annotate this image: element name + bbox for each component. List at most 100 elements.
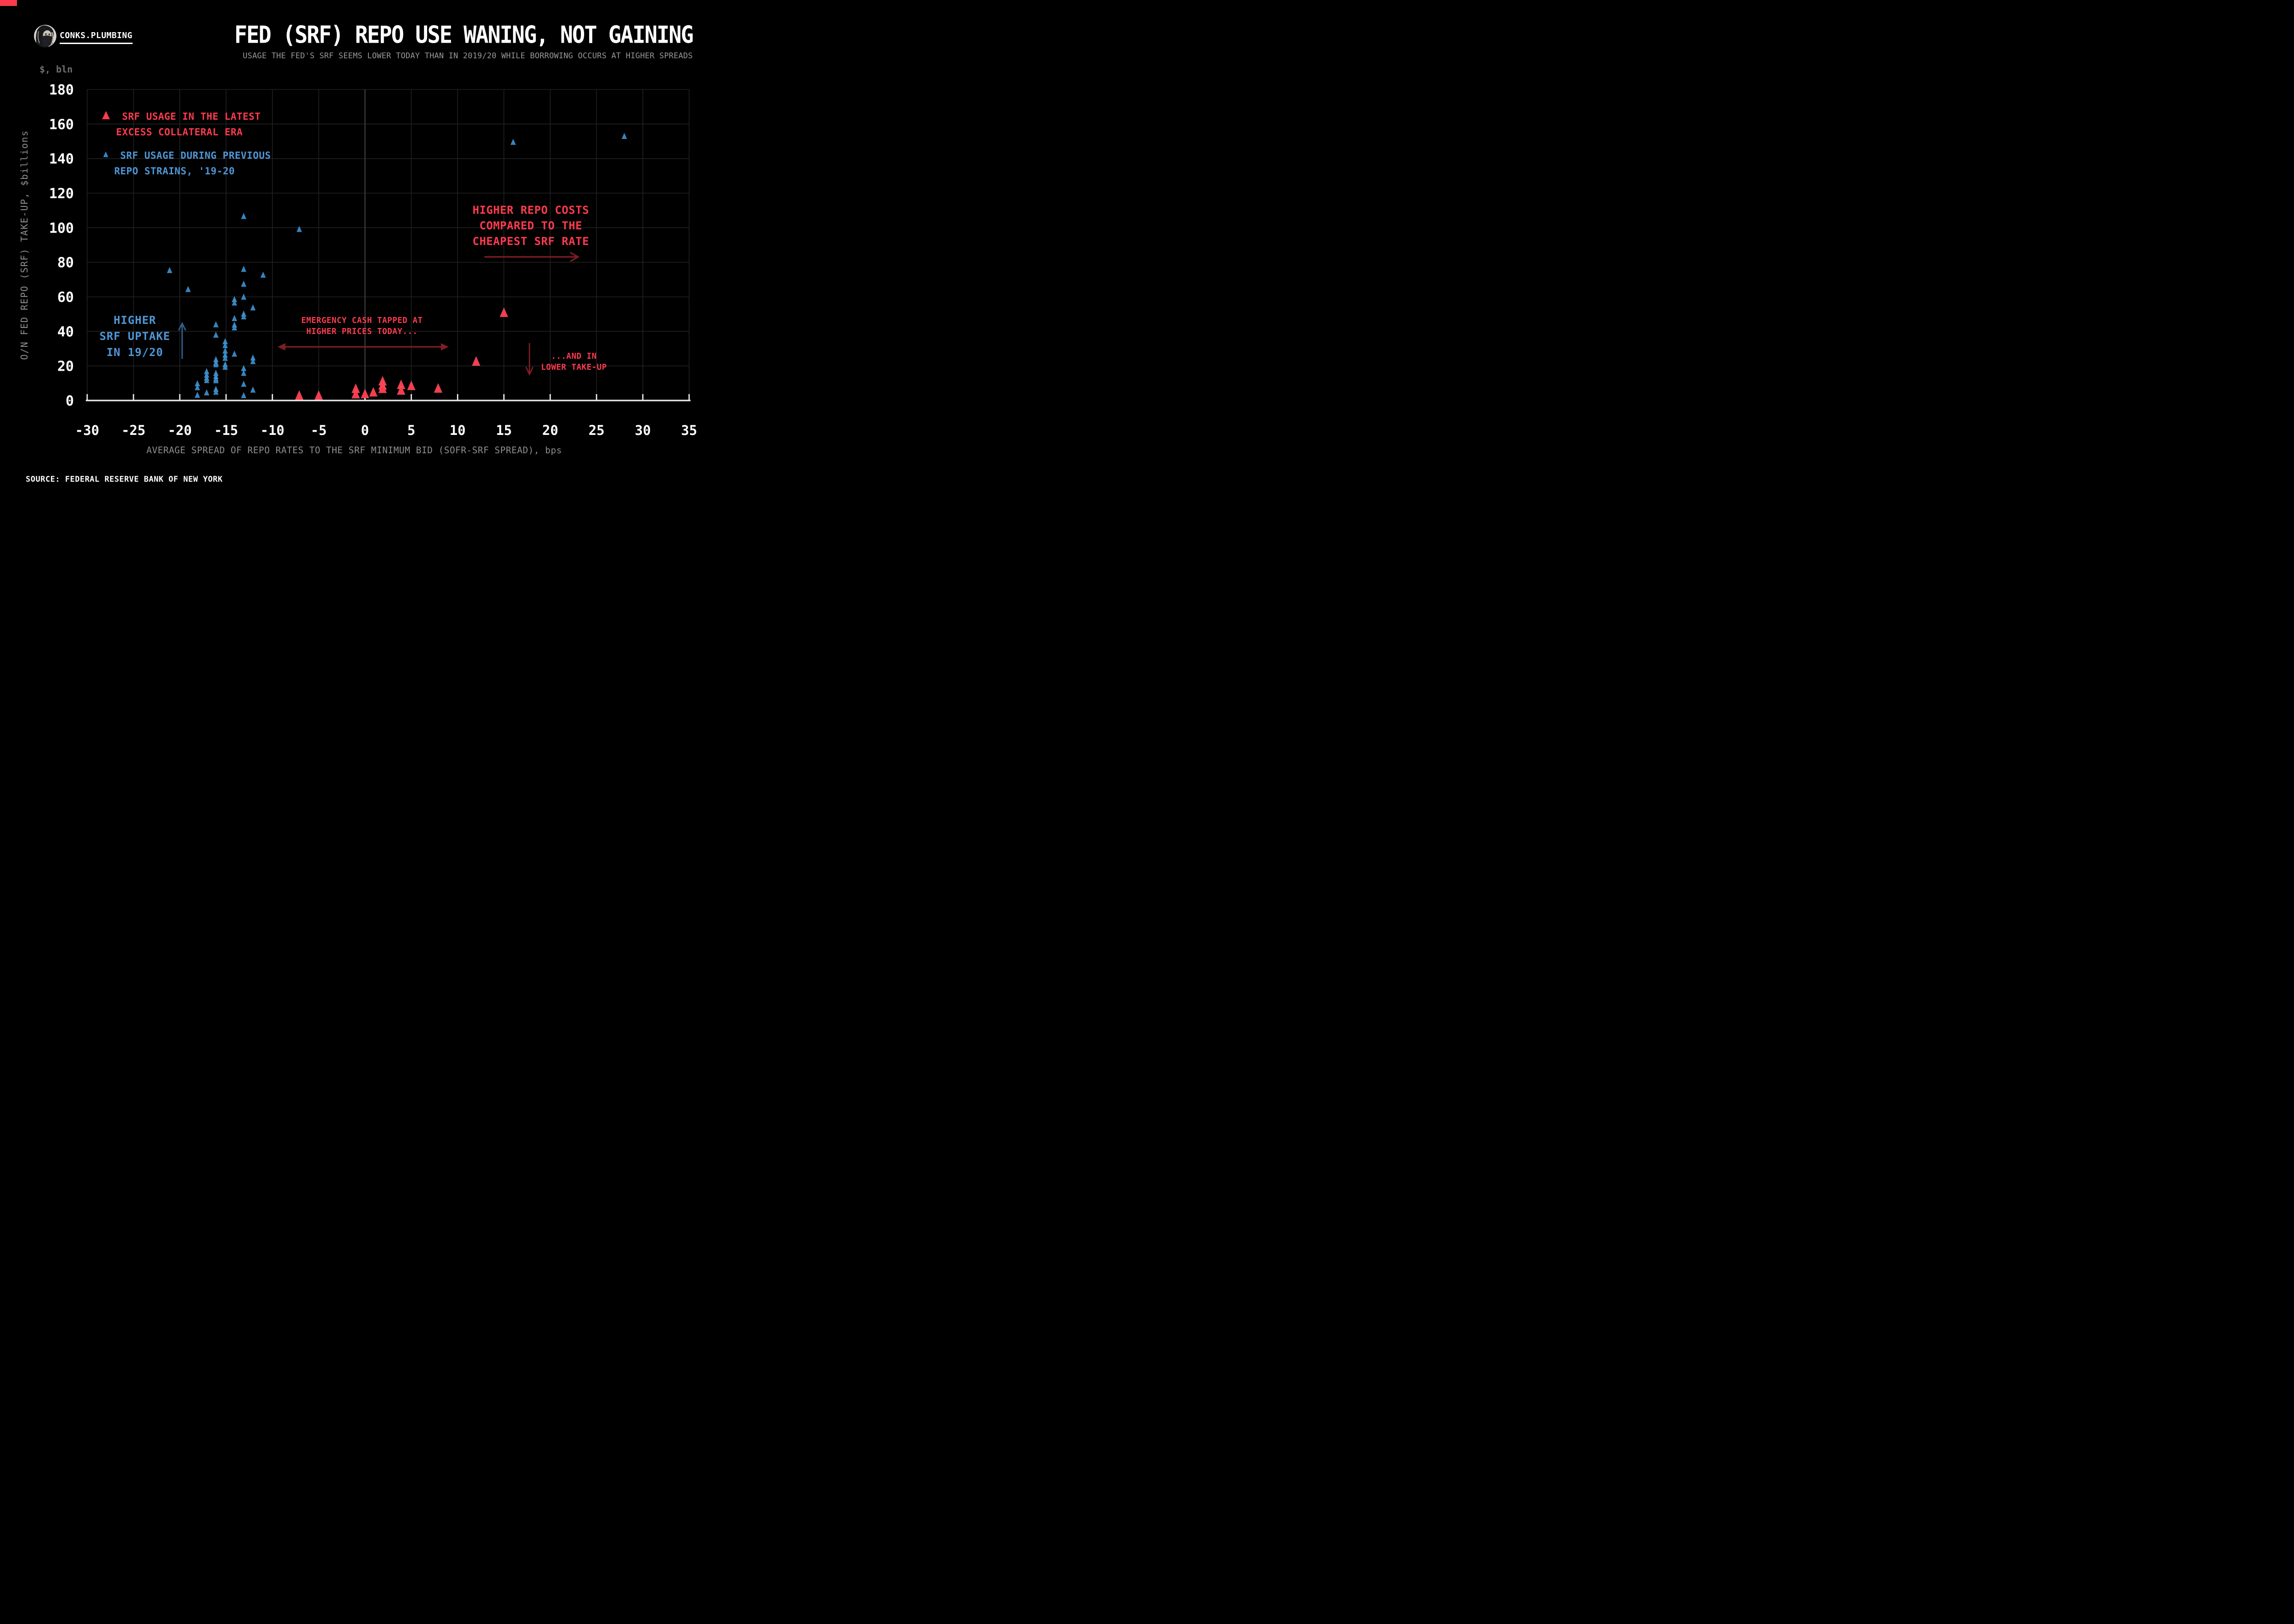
x-tick-label: -10 <box>260 423 284 438</box>
x-tick-label: 5 <box>407 423 415 438</box>
legend-blue-line2: REPO STRAINS, '19-20 <box>114 166 235 177</box>
y-unit-label: $, bln <box>39 64 73 75</box>
data-point-red[interactable] <box>396 385 406 395</box>
x-tick-label: -15 <box>214 423 238 438</box>
data-point-red[interactable] <box>378 383 387 393</box>
data-point-red[interactable] <box>499 307 508 317</box>
data-point-blue[interactable] <box>231 324 237 331</box>
annotation-line: IN 19/20 <box>106 346 163 359</box>
legend-red-line1: SRF USAGE IN THE LATEST <box>122 111 261 122</box>
data-point-blue[interactable] <box>231 299 237 306</box>
x-tick-label: 0 <box>361 423 369 438</box>
y-tick-label: 140 <box>49 151 74 167</box>
annotation-line: ...AND IN <box>551 352 597 361</box>
data-point-blue[interactable] <box>195 391 200 398</box>
double-arrow-left-head <box>278 343 285 350</box>
data-point-blue[interactable] <box>195 384 200 390</box>
red-triangle-icon <box>102 111 110 119</box>
down-arrow <box>525 343 534 376</box>
red-triangle-shape <box>102 111 110 119</box>
data-point-blue[interactable] <box>231 315 237 322</box>
legend-blue-text: SRF USAGE DURING PREVIOUS REPO STRAINS, … <box>114 148 271 179</box>
y-tick-label: 80 <box>57 255 74 271</box>
legend-red-line2: EXCESS COLLATERAL ERA <box>116 127 243 138</box>
x-tick-label: 20 <box>542 423 558 438</box>
data-point-red[interactable] <box>369 387 378 397</box>
annotation-lower-takeup: ...AND IN LOWER TAKE-UP <box>528 351 620 373</box>
y-tick-label: 40 <box>57 324 74 340</box>
data-point-blue[interactable] <box>250 386 256 393</box>
data-point-blue[interactable] <box>213 361 219 367</box>
data-point-blue[interactable] <box>260 271 266 278</box>
y-tick-label: 160 <box>49 117 74 133</box>
annotation-line: COMPARED TO THE <box>479 219 583 232</box>
legend-blue-line1: SRF USAGE DURING PREVIOUS <box>120 150 271 161</box>
x-tick-label: 15 <box>496 423 512 438</box>
data-point-blue[interactable] <box>510 139 516 145</box>
data-point-blue[interactable] <box>213 388 219 395</box>
data-point-blue[interactable] <box>241 380 247 387</box>
annotation-line: HIGHER PRICES TODAY... <box>306 327 418 336</box>
x-tick-label: -20 <box>168 423 192 438</box>
data-point-blue[interactable] <box>296 225 302 232</box>
annotation-line: EMERGENCY CASH TAPPED AT <box>301 316 423 325</box>
data-point-red[interactable] <box>361 388 369 399</box>
y-tick-label: 20 <box>57 359 74 375</box>
x-tick-label: -30 <box>75 423 99 438</box>
data-point-blue[interactable] <box>241 313 247 320</box>
data-point-blue[interactable] <box>222 354 228 361</box>
x-tick-label: 35 <box>681 423 697 438</box>
data-point-blue[interactable] <box>241 293 247 300</box>
x-tick-label: 25 <box>589 423 605 438</box>
data-point-blue[interactable] <box>167 267 173 273</box>
data-point-red[interactable] <box>434 383 443 393</box>
y-tick-label: 120 <box>49 186 74 202</box>
data-point-red[interactable] <box>407 380 416 390</box>
annotation-line: LOWER TAKE-UP <box>541 362 607 372</box>
data-point-blue[interactable] <box>231 350 237 357</box>
data-point-blue[interactable] <box>241 280 247 287</box>
data-point-red[interactable] <box>351 389 360 399</box>
blue-triangle-shape <box>103 151 108 157</box>
y-tick-label: 60 <box>57 289 74 306</box>
data-point-blue[interactable] <box>241 369 247 376</box>
x-axis-title: AVERAGE SPREAD OF REPO RATES TO THE SRF … <box>146 445 562 456</box>
blue-triangle-icon <box>103 151 108 157</box>
data-point-blue[interactable] <box>213 331 219 338</box>
data-point-blue[interactable] <box>621 133 627 139</box>
annotation-emergency-cash: EMERGENCY CASH TAPPED AT HIGHER PRICES T… <box>288 316 436 337</box>
annotation-higher-srf-uptake: HIGHER SRF UPTAKE IN 19/20 <box>89 312 181 361</box>
ninja-avatar-icon <box>34 25 56 47</box>
data-point-blue[interactable] <box>250 304 256 311</box>
annotation-higher-repo-costs: HIGHER REPO COSTS COMPARED TO THE CHEAPE… <box>462 202 600 249</box>
data-point-blue[interactable] <box>241 212 247 219</box>
data-point-blue[interactable] <box>185 286 191 292</box>
brand-link[interactable]: CONKS.PLUMBING <box>60 31 133 44</box>
up-arrow <box>178 322 186 359</box>
y-axis-title: O/N FED REPO (SRF) TAKE-UP, $billions <box>19 130 30 360</box>
page-subtitle: USAGE THE FED'S SRF SEEMS LOWER TODAY TH… <box>243 51 693 61</box>
x-tick-label: 10 <box>450 423 466 438</box>
data-point-blue[interactable] <box>250 358 256 364</box>
annotation-line: SRF UPTAKE <box>99 330 171 343</box>
data-point-red[interactable] <box>295 390 304 400</box>
data-point-red[interactable] <box>314 390 323 400</box>
brand-avatar <box>34 25 56 47</box>
data-point-blue[interactable] <box>213 377 219 384</box>
legend-item-latest-era: SRF USAGE IN THE LATEST EXCESS COLLATERA… <box>101 109 261 140</box>
data-point-blue[interactable] <box>204 377 210 384</box>
data-point-blue[interactable] <box>222 363 228 370</box>
data-point-blue[interactable] <box>204 389 210 396</box>
data-point-red[interactable] <box>472 356 481 366</box>
page-title: FED (SRF) REPO USE WANING, NOT GAINING <box>234 21 694 49</box>
data-point-blue[interactable] <box>241 392 247 399</box>
legend-red-text: SRF USAGE IN THE LATEST EXCESS COLLATERA… <box>116 109 261 140</box>
data-point-blue[interactable] <box>241 265 247 272</box>
y-tick-label: 100 <box>49 220 74 236</box>
x-tick-label: -5 <box>311 423 327 438</box>
double-arrow-right-head <box>441 343 449 350</box>
data-point-blue[interactable] <box>213 321 219 328</box>
x-tick-label: 30 <box>635 423 651 438</box>
y-tick-label: 0 <box>66 393 74 409</box>
